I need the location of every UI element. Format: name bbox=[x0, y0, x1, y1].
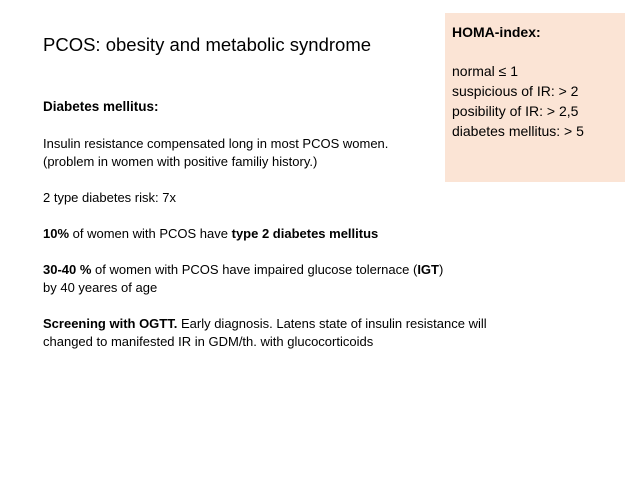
family-history-line: (problem in women with positive familiy … bbox=[43, 154, 318, 169]
section-heading: Diabetes mellitus: bbox=[43, 99, 159, 114]
t2dm-middle-text: of women with PCOS have bbox=[69, 226, 232, 241]
homa-title: HOMA-index: bbox=[452, 24, 541, 40]
screening-line-2: changed to manifested IR in GDM/th. with… bbox=[43, 334, 374, 349]
slide-body: Diabetes mellitus: Insulin resistance co… bbox=[43, 98, 583, 351]
t2dm-percent: 10% bbox=[43, 226, 70, 241]
insulin-resistance-line: Insulin resistance compensated long in m… bbox=[43, 136, 389, 151]
homa-suspicious-line: suspicious of IR: > 2 bbox=[452, 83, 579, 99]
homa-diabetes-line: diabetes mellitus: > 5 bbox=[452, 123, 584, 139]
homa-possibility-line: posibility of IR: > 2,5 bbox=[452, 103, 579, 119]
igt-abbreviation: IGT bbox=[417, 262, 439, 277]
screening-rest-text: Early diagnosis. Latens state of insulin… bbox=[177, 316, 487, 331]
diabetes-risk-line: 2 type diabetes risk: 7x bbox=[43, 190, 176, 205]
homa-index-box: HOMA-index: normal ≤ 1 suspicious of IR:… bbox=[445, 13, 625, 182]
slide-title: PCOS: obesity and metabolic syndrome bbox=[43, 34, 372, 55]
igt-percent: 30-40 % bbox=[43, 262, 92, 277]
screening-bold-text: Screening with OGTT. bbox=[43, 316, 178, 331]
screening-line: Screening with OGTT. Early diagnosis. La… bbox=[43, 315, 583, 333]
t2dm-bold-text: type 2 diabetes mellitus bbox=[231, 226, 379, 241]
igt-prevalence-line: 30-40 % of women with PCOS have impaired… bbox=[43, 261, 583, 279]
igt-age-line: by 40 yeares of age bbox=[43, 280, 158, 295]
igt-middle-text: of women with PCOS have impaired glucose… bbox=[91, 262, 418, 277]
t2dm-prevalence-line: 10% of women with PCOS have type 2 diabe… bbox=[43, 225, 583, 243]
igt-close-paren: ) bbox=[438, 262, 444, 277]
homa-normal-line: normal ≤ 1 bbox=[452, 63, 519, 79]
